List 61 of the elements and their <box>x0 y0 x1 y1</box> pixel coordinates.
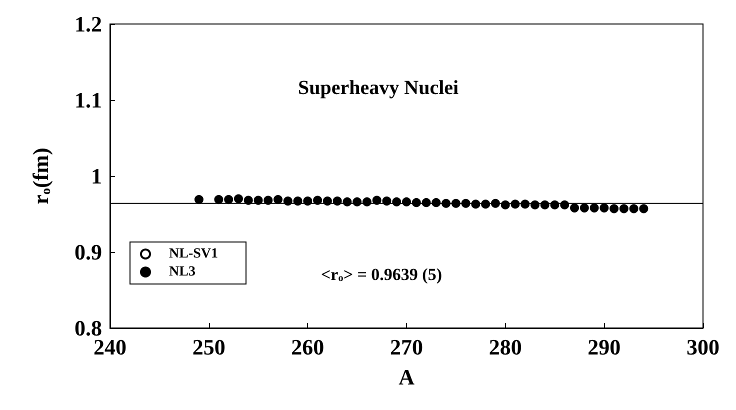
x-tick-label: 260 <box>291 334 324 360</box>
legend-label: NL3 <box>169 264 196 280</box>
point <box>520 200 530 209</box>
point <box>234 194 243 204</box>
point <box>194 195 204 204</box>
legend-label: NL-SV1 <box>169 246 218 262</box>
point <box>264 196 273 205</box>
point <box>244 196 253 205</box>
x-tick-label: 250 <box>192 334 226 360</box>
point <box>332 196 342 206</box>
point <box>619 204 628 214</box>
point <box>590 203 599 212</box>
point <box>550 200 560 210</box>
point <box>560 200 570 210</box>
x-tick-label: 300 <box>686 334 720 360</box>
point <box>254 196 263 205</box>
point <box>362 197 372 206</box>
point <box>490 198 500 208</box>
x-tick-label: 270 <box>390 334 423 360</box>
point <box>283 196 292 206</box>
point <box>214 195 224 204</box>
y-tick-label: 1.2 <box>74 12 102 36</box>
point <box>530 200 540 210</box>
point <box>293 196 302 206</box>
y-tick-label: 1 <box>91 164 102 188</box>
point <box>451 198 460 208</box>
point <box>303 196 312 206</box>
point <box>461 198 470 208</box>
point <box>610 204 619 214</box>
point <box>570 203 580 212</box>
point <box>639 204 648 214</box>
point <box>442 198 451 208</box>
point <box>392 197 402 206</box>
point <box>274 195 283 204</box>
point <box>402 197 411 206</box>
point <box>500 200 510 210</box>
x-tick-label: 290 <box>588 334 621 360</box>
point <box>510 200 520 209</box>
point <box>540 200 550 210</box>
point <box>224 195 234 204</box>
text: Superheavy Nuclei <box>298 77 459 99</box>
point <box>352 197 362 206</box>
point <box>629 204 638 214</box>
point <box>600 203 609 212</box>
point <box>313 196 322 205</box>
point <box>471 200 480 209</box>
x-tick-label: 280 <box>488 334 522 360</box>
point <box>580 203 589 212</box>
point <box>412 198 421 208</box>
point <box>382 196 392 206</box>
point <box>422 198 431 208</box>
point <box>481 200 490 209</box>
annotation: <ro> = 0.9639 (5) <box>321 265 442 284</box>
y-axis-title: ro(fm) <box>28 148 54 204</box>
point <box>322 196 332 206</box>
point <box>432 198 441 208</box>
point <box>342 197 352 206</box>
point <box>372 196 382 205</box>
y-tick-label: 0.9 <box>74 240 102 264</box>
x-axis-title: A <box>398 364 415 390</box>
y-tick-label: 1.1 <box>74 88 102 112</box>
